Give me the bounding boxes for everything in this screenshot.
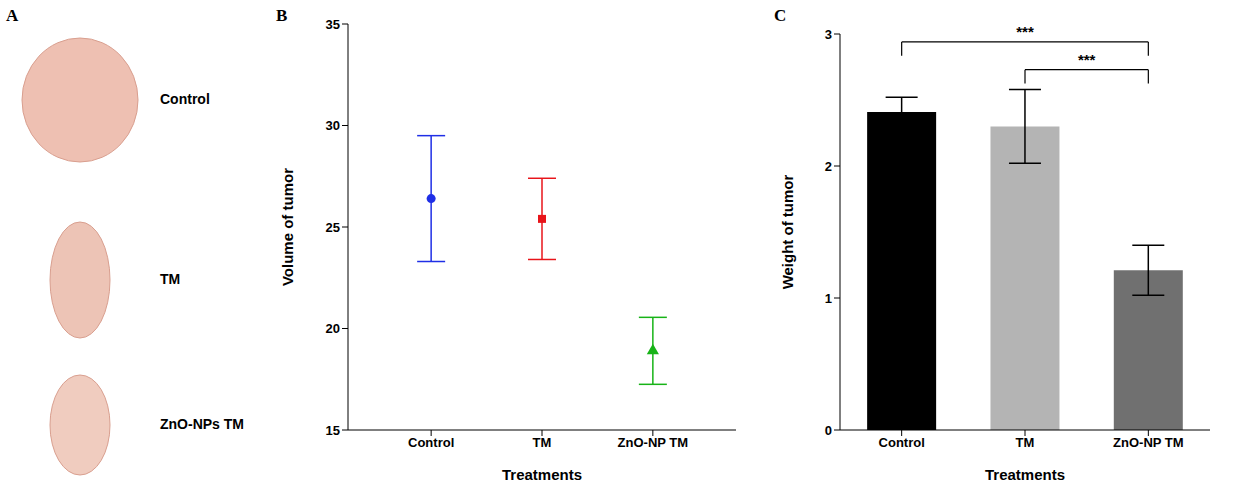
svg-text:Treatments: Treatments bbox=[985, 466, 1065, 483]
svg-text:30: 30 bbox=[326, 118, 340, 133]
svg-text:15: 15 bbox=[326, 423, 340, 438]
svg-text:ZnO-NP TM: ZnO-NP TM bbox=[618, 435, 689, 450]
html-text:B: B bbox=[276, 6, 288, 25]
svg-text:35: 35 bbox=[326, 17, 340, 32]
svg-text:TM: TM bbox=[533, 435, 552, 450]
svg-text:***: *** bbox=[1016, 23, 1034, 40]
svg-text:Control: Control bbox=[408, 435, 454, 450]
svg-text:ZnO-NP TM: ZnO-NP TM bbox=[1113, 435, 1184, 450]
svg-text:Treatments: Treatments bbox=[502, 466, 582, 483]
svg-text:ZnO-NPs TM: ZnO-NPs TM bbox=[160, 416, 244, 432]
svg-text:Control: Control bbox=[879, 435, 925, 450]
svg-text:2: 2 bbox=[825, 159, 832, 174]
svg-text:3: 3 bbox=[825, 27, 832, 42]
html-text:C: C bbox=[774, 6, 787, 25]
svg-text:1: 1 bbox=[825, 291, 832, 306]
html-text:A: A bbox=[6, 6, 19, 25]
svg-text:Control: Control bbox=[160, 91, 210, 107]
svg-text:TM: TM bbox=[1016, 435, 1035, 450]
svg-text:Weight of tumor: Weight of tumor bbox=[779, 174, 796, 289]
svg-text:0: 0 bbox=[825, 423, 832, 438]
svg-text:TM: TM bbox=[160, 271, 180, 287]
svg-text:Volume of tumor: Volume of tumor bbox=[279, 168, 296, 286]
svg-text:25: 25 bbox=[326, 220, 340, 235]
svg-text:***: *** bbox=[1078, 51, 1096, 68]
svg-text:20: 20 bbox=[326, 321, 340, 336]
